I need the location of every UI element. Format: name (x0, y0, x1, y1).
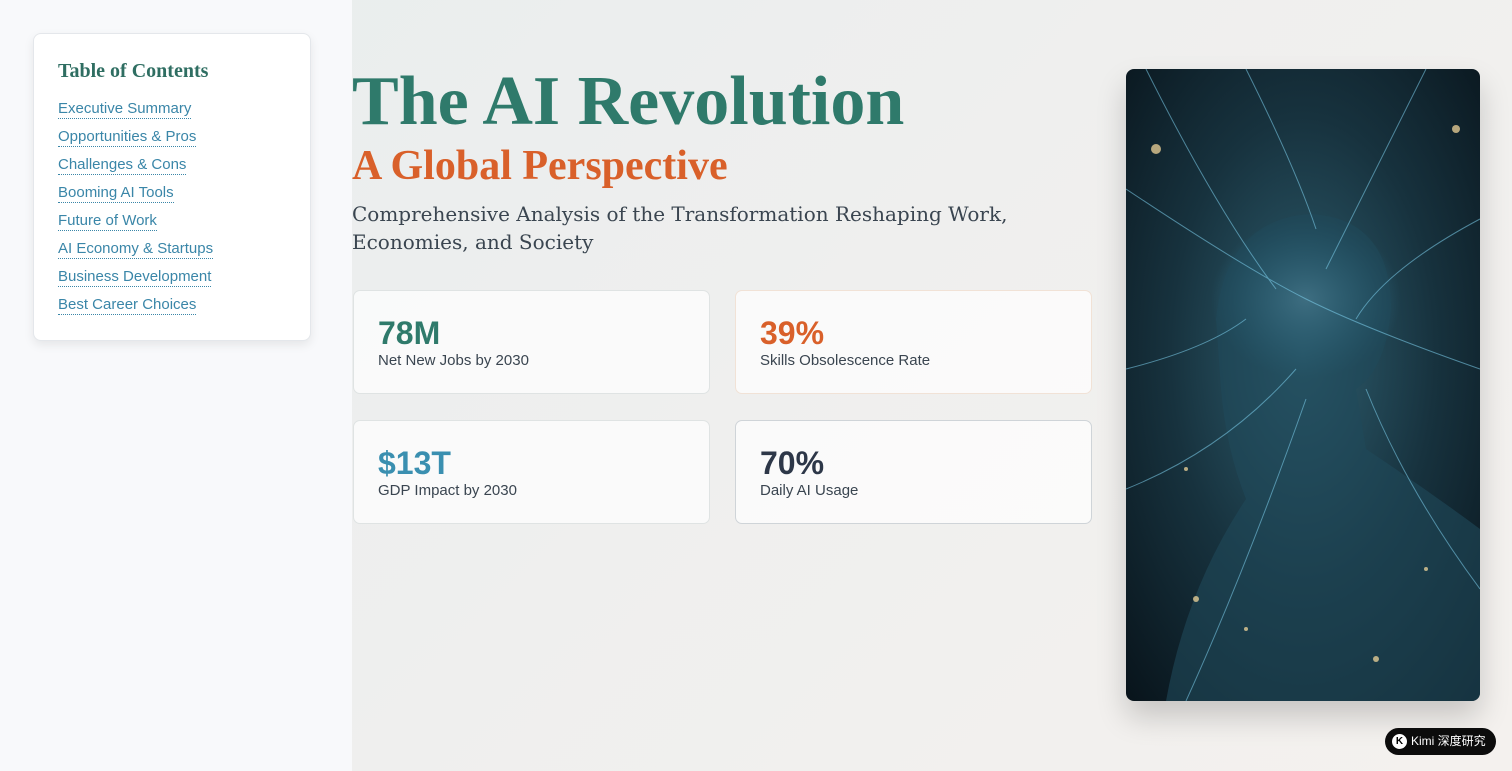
toc-link[interactable]: Booming AI Tools (58, 184, 174, 203)
stat-label: Net New Jobs by 2030 (378, 352, 529, 369)
toc-link[interactable]: Executive Summary (58, 100, 192, 119)
badge-icon: K (1392, 734, 1407, 749)
stat-label: Daily AI Usage (760, 482, 859, 499)
badge-text: Kimi 深度研究 (1411, 734, 1486, 748)
hero-description: Comprehensive Analysis of the Transforma… (352, 202, 1008, 254)
table-of-contents: Table of Contents Executive Summary Oppor… (33, 33, 311, 341)
toc-title: Table of Contents (58, 60, 209, 82)
badge: K Kimi 深度研究 (1385, 728, 1496, 755)
stat-value: 39% (760, 315, 825, 351)
toc-link[interactable]: Challenges & Cons (58, 156, 187, 175)
toc-link[interactable]: Best Career Choices (58, 296, 197, 315)
stat-card: 39% Skills Obsolescence Rate (735, 290, 1092, 394)
stat-label: GDP Impact by 2030 (378, 482, 517, 499)
sidebar: Table of Contents Executive Summary Oppor… (0, 0, 352, 771)
toc-link[interactable]: AI Economy & Startups (58, 240, 214, 259)
stat-value: 70% (760, 445, 825, 481)
stat-card: 78M Net New Jobs by 2030 (353, 290, 710, 394)
stat-value: $13T (378, 445, 451, 481)
hero-image (1126, 69, 1480, 701)
hero-subtitle: A Global Perspective (352, 143, 728, 189)
toc-link[interactable]: Business Development (58, 268, 212, 287)
toc-link[interactable]: Opportunities & Pros (58, 128, 197, 147)
stat-card: 70% Daily AI Usage (735, 420, 1092, 524)
stat-card: $13T GDP Impact by 2030 (353, 420, 710, 524)
brain-illustration (1126, 69, 1480, 701)
toc-link[interactable]: Future of Work (58, 212, 157, 231)
stat-value: 78M (378, 315, 441, 351)
toc-list: Executive Summary Opportunities & Pros Cha… (58, 99, 286, 315)
hero-title: The AI Revolution (352, 63, 905, 140)
stat-label: Skills Obsolescence Rate (760, 352, 931, 369)
